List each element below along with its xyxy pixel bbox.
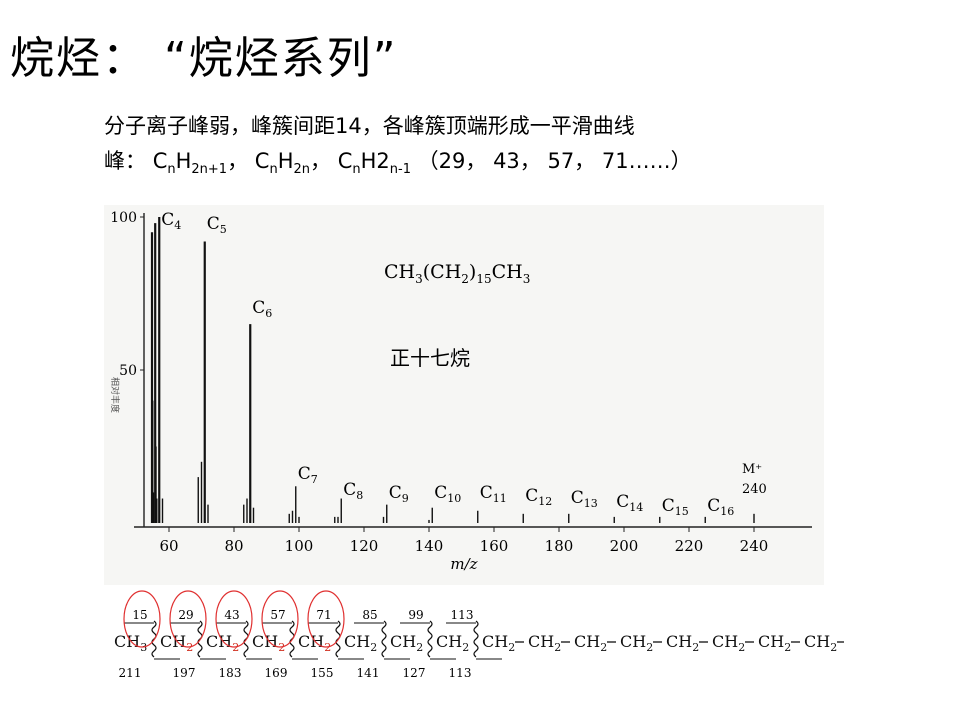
bottom-mass: 155	[311, 666, 334, 680]
x-tick-label: 140	[415, 537, 444, 555]
chain-group: CH2	[804, 632, 837, 654]
x-tick-label: 160	[480, 537, 509, 555]
bottom-mass: 169	[265, 666, 288, 680]
chain-group: CH2	[298, 632, 331, 654]
y-tick-label: 50	[119, 363, 137, 379]
top-mass: 99	[408, 608, 423, 622]
x-tick-label: 80	[224, 537, 243, 555]
x-axis-label: m/z	[450, 555, 477, 573]
highlight-circle	[169, 590, 207, 648]
fragmentation-diagram: CH3 CH2 CH2 CH2 CH2 CH2 CH2 CH2 CH2 CH2 CH2 CH2 CH2 C…	[114, 590, 844, 680]
top-mass: 71	[316, 608, 331, 622]
cluster-label: C5	[207, 214, 227, 236]
top-mass: 29	[178, 608, 193, 622]
bottom-mass: 141	[357, 666, 380, 680]
cluster-label: C9	[389, 483, 409, 505]
x-tick-label: 120	[350, 537, 379, 555]
cleavage-mark	[473, 620, 479, 658]
description-line: 分子离子峰弱，峰簇间距14，各峰簇顶端形成一平滑曲线	[104, 114, 635, 138]
top-mass: 85	[362, 608, 377, 622]
y-axis-label: 相对丰度	[109, 377, 121, 413]
cluster-label: C16	[707, 496, 734, 518]
cluster-label: C13	[571, 488, 598, 510]
highlight-circle	[261, 590, 299, 648]
top-mass: 57	[270, 608, 285, 622]
peak-prefix: 峰：	[104, 149, 146, 173]
compound-name: 正十七烷	[390, 346, 470, 370]
x-tick-label: 200	[610, 537, 639, 555]
top-mass: 113	[451, 608, 474, 622]
chain-group: CH2	[712, 632, 745, 654]
cluster-label: C6	[252, 298, 272, 320]
scan-background	[104, 205, 824, 585]
highlight-circle	[123, 590, 161, 648]
x-tick-label: 240	[740, 537, 769, 555]
x-tick-label: 100	[285, 537, 314, 555]
cluster-label: C11	[480, 483, 507, 505]
compound-formula: CH3(CH2)15CH3	[384, 261, 530, 286]
cleavage-mark	[381, 620, 387, 658]
cluster-label: C4	[161, 210, 181, 232]
chain-group: CH2	[252, 632, 285, 654]
cluster-label: C12	[525, 486, 552, 508]
chain-group: CH2	[390, 632, 423, 654]
bottom-mass: 211	[119, 666, 142, 680]
bottom-mass: 127	[403, 666, 426, 680]
chain-group: CH2	[160, 632, 193, 654]
highlight-circle	[307, 590, 345, 648]
cleavage-mark	[427, 620, 433, 658]
cluster-label: C8	[343, 480, 363, 502]
peak-formula-line: 峰： CnH2n+1， CnH2n， CnH2n-1 （29， 43， 57， …	[104, 149, 692, 177]
formula-3: CnH2n-1	[337, 149, 411, 177]
y-tick-label: 100	[110, 210, 137, 226]
cluster-label: C7	[298, 464, 318, 486]
cluster-label: C15	[662, 496, 689, 518]
chain-group: CH2	[436, 632, 469, 654]
chain-group: CH2	[758, 632, 791, 654]
formula-2: CnH2n	[254, 149, 311, 177]
chain-group: CH2	[528, 632, 561, 654]
top-mass: 43	[224, 608, 239, 622]
bottom-mass: 197	[173, 666, 196, 680]
bottom-mass: 183	[219, 666, 242, 680]
bottom-mass: 113	[449, 666, 472, 680]
chain-group: CH2	[666, 632, 699, 654]
cluster-label: C10	[434, 483, 461, 505]
x-tick-label: 220	[675, 537, 704, 555]
chain-group: CH2	[574, 632, 607, 654]
chain-group: CH2	[344, 632, 377, 654]
x-tick-label: 60	[159, 537, 178, 555]
peak-values: （29， 43， 57， 71……）	[417, 149, 692, 173]
slide-title: 烷烃： “烷烃系列”	[10, 33, 398, 84]
cluster-label: C14	[616, 492, 643, 514]
chain-group: CH2	[206, 632, 239, 654]
x-tick-label: 180	[545, 537, 574, 555]
chain-group: CH2	[620, 632, 653, 654]
highlight-circle	[215, 590, 253, 648]
molecular-ion-label: M⁺	[742, 462, 762, 477]
formula-1: CnH2n+1	[152, 149, 228, 177]
chain-group: CH3	[114, 632, 147, 654]
chain-group: CH2	[482, 632, 515, 654]
molecular-ion-value: 240	[742, 482, 767, 497]
spectrum-labels: C4 C5 C6 C7 C8 C9 C10 C11 C12 C13 C14 C15 C16 M⁺ 240	[161, 210, 767, 518]
spectrum-peaks	[150, 217, 755, 523]
top-mass: 15	[132, 608, 147, 622]
